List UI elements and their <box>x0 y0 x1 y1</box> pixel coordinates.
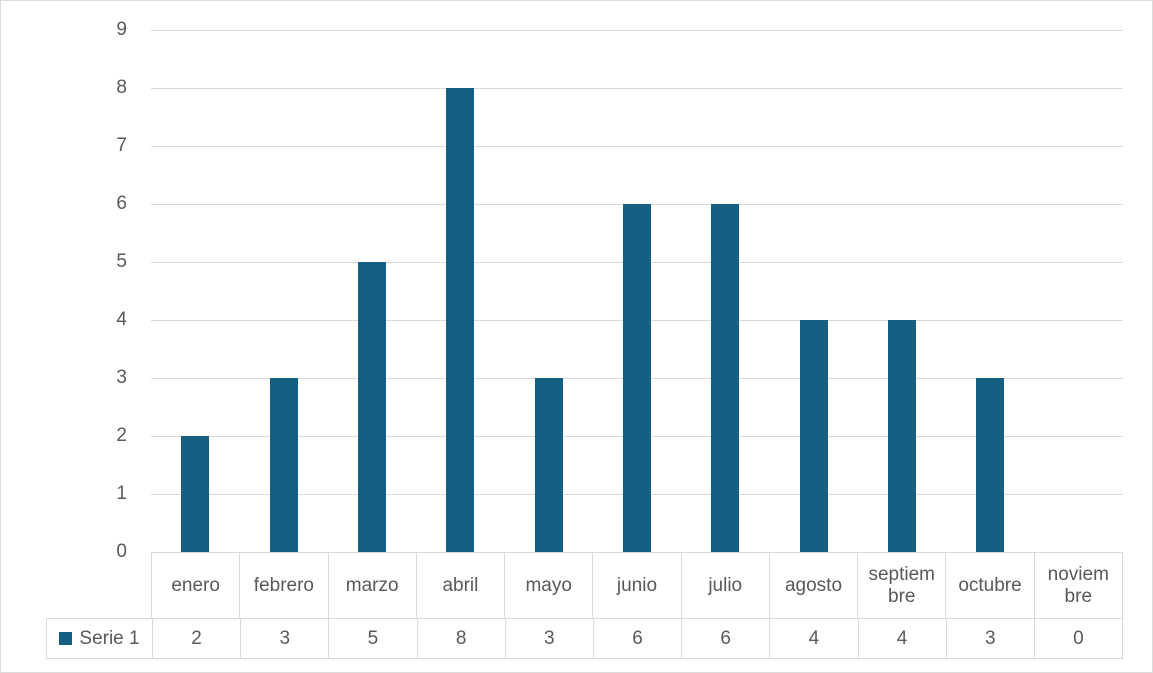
y-tick-label: 4 <box>116 309 127 330</box>
x-tick-label: octubre <box>945 553 1033 618</box>
x-tick-label: abril <box>415 553 504 618</box>
y-tick-label: 9 <box>116 19 127 40</box>
y-tick-label: 8 <box>116 77 127 98</box>
table-value-cell: 0 <box>1033 619 1122 658</box>
bar-enero <box>181 436 210 552</box>
y-tick-label: 2 <box>116 425 127 446</box>
bar-junio <box>623 204 651 552</box>
x-tick-label: junio <box>592 553 680 618</box>
table-value-cell: 6 <box>592 619 681 658</box>
bar-marzo <box>357 262 386 552</box>
table-value-cell: 4 <box>857 619 946 658</box>
y-tick-label: 0 <box>116 541 127 562</box>
table-value-cell: 3 <box>945 619 1034 658</box>
table-value-cell: 2 <box>152 619 240 658</box>
gridline <box>151 146 1123 147</box>
bar-mayo <box>534 378 563 552</box>
table-value-cell: 8 <box>416 619 505 658</box>
x-tick-label: mayo <box>504 553 592 618</box>
x-tick-label: febrero <box>239 553 327 618</box>
gridline <box>151 30 1123 31</box>
x-tick-label: septiem bre <box>857 553 945 618</box>
y-tick-label: 7 <box>116 135 127 156</box>
y-tick-label: 5 <box>116 251 127 272</box>
y-axis: 0 1 2 3 4 5 6 7 8 9 <box>1 1 129 672</box>
x-tick-label: marzo <box>327 553 416 618</box>
table-value-cell: 3 <box>240 619 328 658</box>
y-tick-label: 3 <box>116 367 127 388</box>
x-axis-category-row: enero febrero marzo abril mayo junio julio agos… <box>151 552 1123 618</box>
bar-septiembre <box>888 320 917 552</box>
y-tick-label: 1 <box>116 483 127 504</box>
bar-agosto <box>799 320 828 552</box>
legend-swatch-icon <box>59 632 73 645</box>
x-tick-label: agosto <box>768 553 857 618</box>
bar-julio <box>711 204 740 552</box>
gridline <box>151 88 1123 89</box>
y-tick-label: 6 <box>116 193 127 214</box>
x-tick-label: noviem bre <box>1033 553 1122 618</box>
bar-febrero <box>269 378 298 552</box>
legend-key: Serie 1 <box>47 619 152 658</box>
table-value-cell: 6 <box>681 619 769 658</box>
bar-abril <box>446 88 475 552</box>
bar-octubre <box>976 378 1005 552</box>
table-value-cell: 5 <box>328 619 416 658</box>
table-value-cell: 3 <box>504 619 593 658</box>
x-tick-label: julio <box>680 553 769 618</box>
legend-series-label: Serie 1 <box>79 627 140 649</box>
x-tick-label: enero <box>171 574 220 596</box>
table-value-cell: 4 <box>769 619 857 658</box>
plot-area <box>151 30 1123 552</box>
